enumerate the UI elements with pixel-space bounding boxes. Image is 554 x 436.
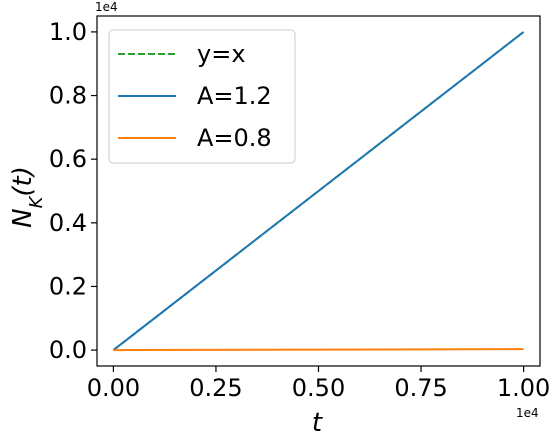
x-axis-ticks: 0.00 0.25 0.50 0.75 1.00 [87, 366, 550, 402]
y-tick-label: 1.0 [49, 18, 87, 46]
x-axis-label: t [312, 408, 323, 436]
y-tick-label: 0.4 [49, 209, 87, 237]
x-tick-label: 1.00 [497, 374, 550, 402]
y-tick-label: 0.6 [49, 145, 87, 173]
plot-lines [112, 31, 525, 352]
x-tick-label: 0.50 [292, 374, 345, 402]
legend-label-y-x: y=x [197, 40, 246, 68]
y-axis-label-subscript: K [26, 195, 47, 208]
x-tick-label: 0.25 [189, 374, 242, 402]
legend-label-a-0-8: A=0.8 [197, 124, 272, 152]
y-tick-label: 0.2 [49, 272, 87, 300]
series-line-a-1-2 [112, 31, 525, 351]
x-tick-label: 0.00 [87, 374, 140, 402]
series-line-a-0-8 [113, 348, 524, 352]
y-tick-label: 0.8 [49, 82, 87, 110]
y-axis-label-main: N [8, 208, 38, 227]
y-axis-label-arg: (t) [8, 166, 38, 196]
y-tick-label: 0.0 [49, 336, 87, 364]
x-tick-label: 0.75 [394, 374, 447, 402]
x-axis-multiplier: 1e4 [516, 406, 539, 420]
legend-label-a-1-2: A=1.2 [197, 82, 272, 110]
y-axis-ticks: 0.0 0.2 0.4 0.6 0.8 1.0 [49, 18, 97, 364]
legend-box [108, 29, 296, 164]
legend: y=x A=1.2 A=0.8 [108, 29, 296, 164]
y-axis-label: NK(t) [8, 166, 47, 228]
y-axis-multiplier: 1e4 [95, 0, 118, 14]
legend-items: y=x A=1.2 A=0.8 [118, 40, 272, 152]
